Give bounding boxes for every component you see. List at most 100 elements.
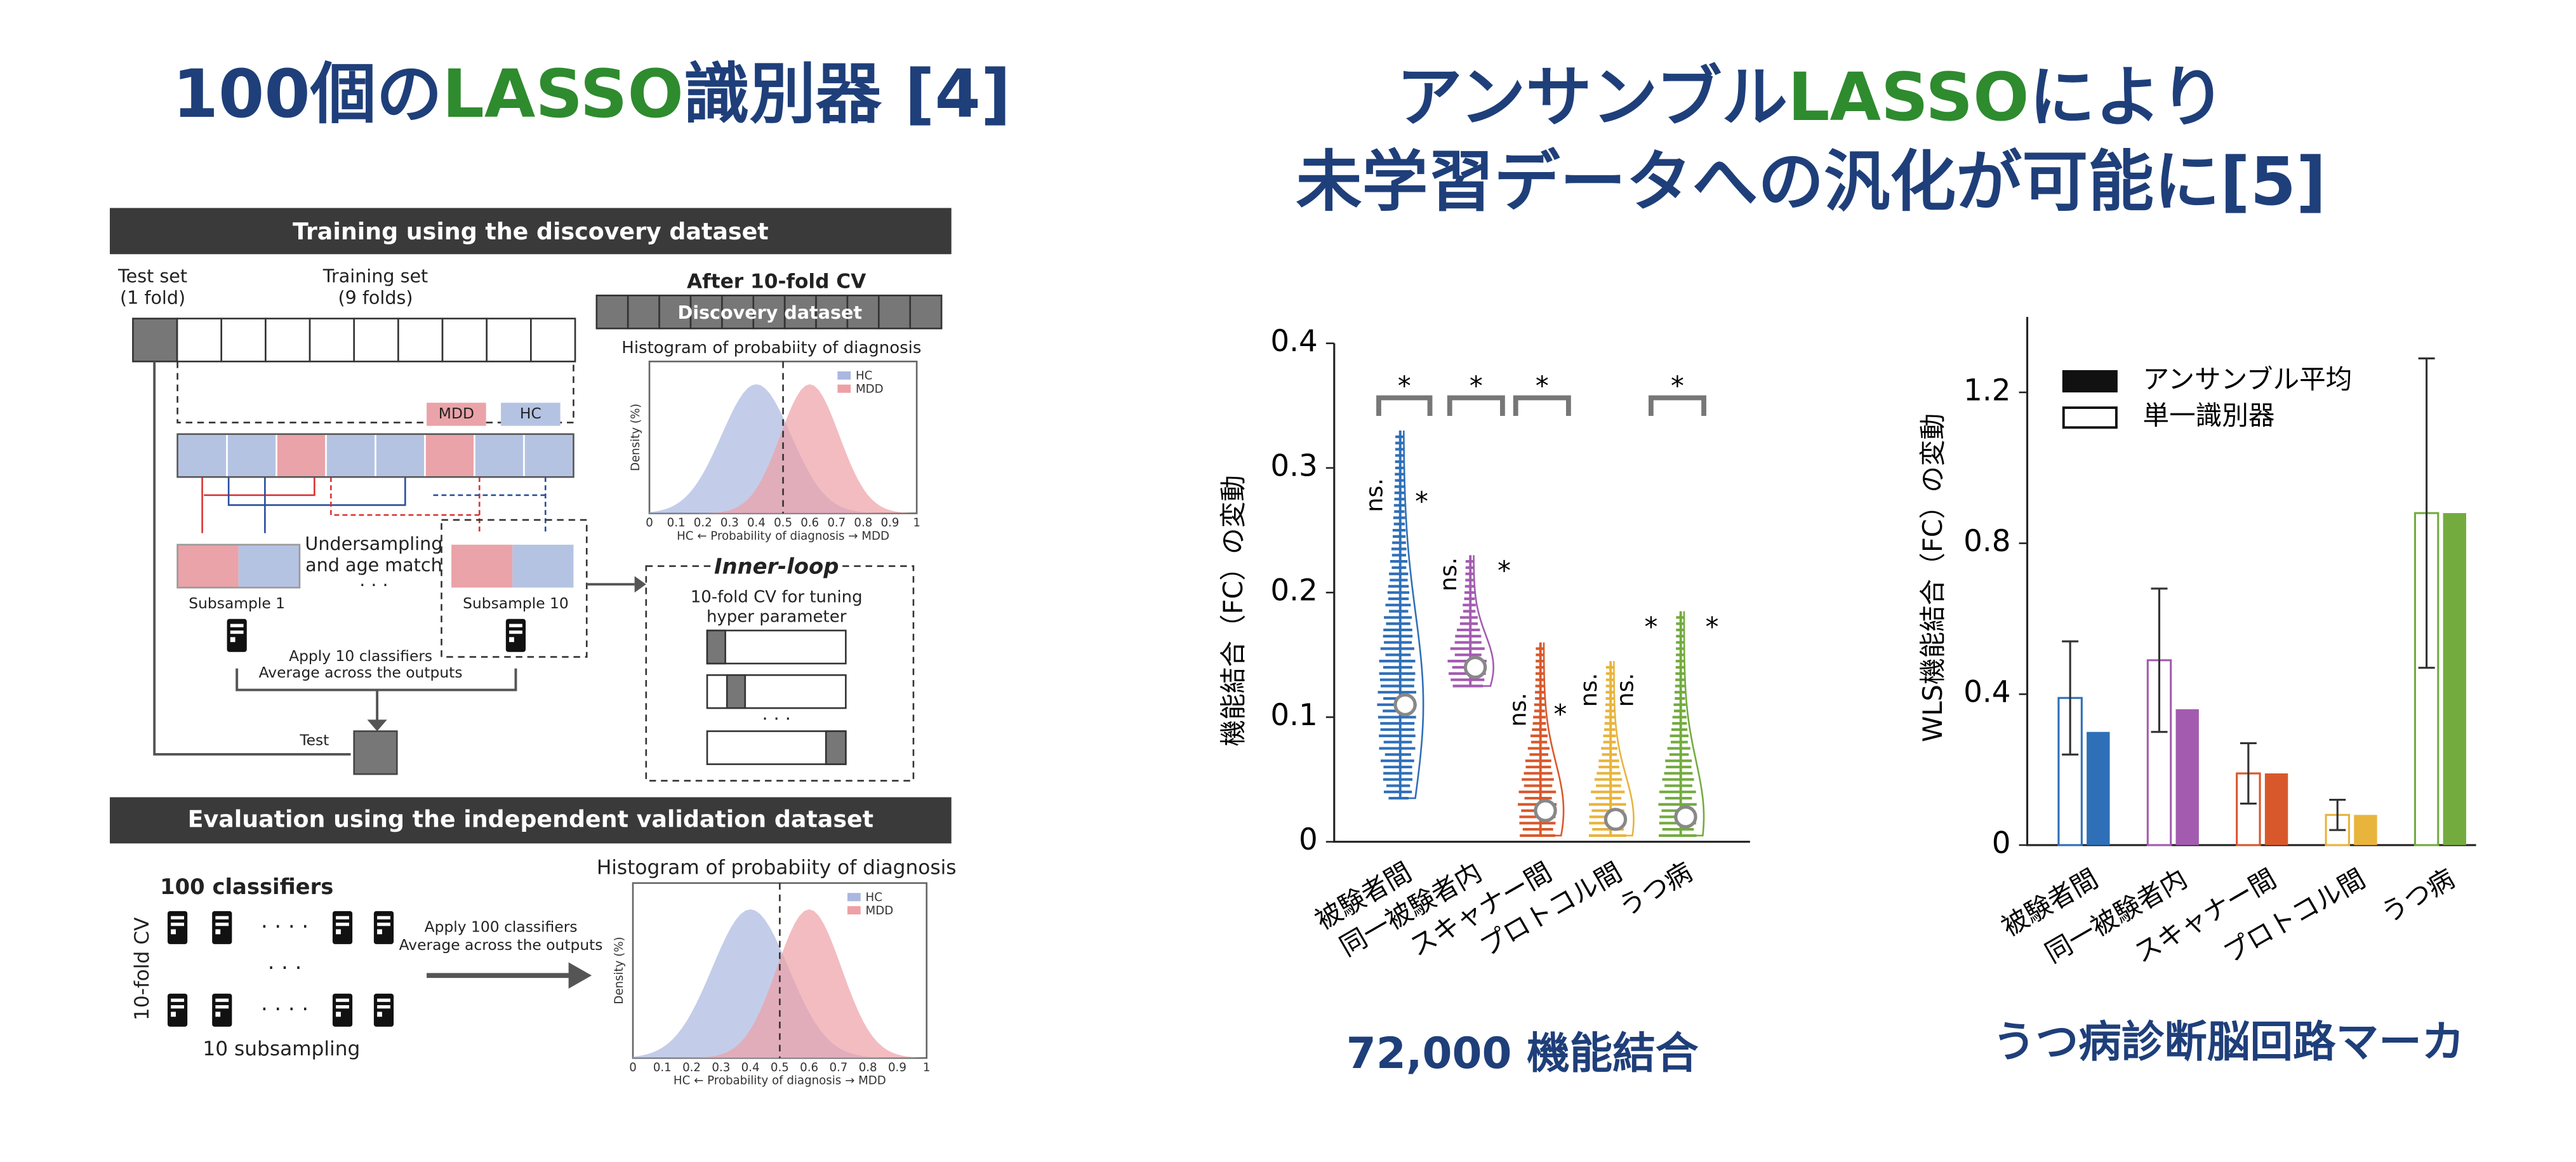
classifier-icon <box>167 911 188 944</box>
axis <box>1333 343 1750 843</box>
dashed-box <box>441 519 588 658</box>
label: Discovery dataset <box>678 302 863 323</box>
label: · · · <box>762 707 790 729</box>
legend-swatch <box>847 893 861 902</box>
fold <box>815 294 849 330</box>
legend-label: HC <box>856 370 872 383</box>
error-bar <box>2329 799 2346 831</box>
annotation: ns. <box>1435 558 1462 592</box>
y-tick-label: 0 <box>1992 826 2011 860</box>
label: (9 folds) <box>338 286 413 308</box>
annotation: ns. <box>1360 478 1388 512</box>
annotation: * <box>1497 555 1511 586</box>
violin-outline <box>1610 661 1635 837</box>
arrow <box>330 477 481 533</box>
legend-label: MDD <box>866 904 894 918</box>
y-tick-label: 1.2 <box>1963 373 2010 408</box>
violin-outline <box>1470 555 1494 687</box>
fold <box>441 317 488 363</box>
title-part: 識別器 [4] <box>684 55 1011 133</box>
fold <box>309 317 355 363</box>
tick-label: 0.6 <box>800 1061 818 1074</box>
title-part: アンサンブル <box>1397 58 1788 136</box>
annotation: * <box>1706 611 1719 642</box>
tick-label: 0.9 <box>888 1061 906 1074</box>
strip-cell <box>424 433 475 478</box>
annotation: * <box>1398 370 1411 401</box>
title-part: LASSO <box>1788 58 2029 136</box>
label: Training set <box>322 265 428 287</box>
header-text: Training using the discovery dataset <box>293 218 769 245</box>
annotation: * <box>1470 370 1483 401</box>
y-axis-label: WLS機能結合（FC）の変動 <box>1917 413 1948 742</box>
annotation: ns. <box>1611 673 1638 707</box>
fold <box>397 317 444 363</box>
title-part: LASSO <box>442 55 684 133</box>
title-part: により <box>2029 58 2226 136</box>
label: (1 fold) <box>120 286 185 308</box>
strip-border <box>176 433 574 478</box>
median <box>1534 799 1557 822</box>
legend-swatch <box>837 384 851 393</box>
strip <box>176 433 574 478</box>
tick-label: 0.6 <box>800 516 819 530</box>
median <box>1463 655 1487 679</box>
arrow <box>201 477 315 533</box>
legend-label: HC <box>866 891 882 904</box>
median <box>1393 693 1417 717</box>
label: Histogram of probabiity of diagnosis <box>621 338 921 357</box>
legend-box <box>501 403 561 426</box>
label: hyper parameter <box>707 608 847 627</box>
axis-label: HC ← Probability of diagnosis → MDD <box>674 1074 886 1088</box>
legend-swatch <box>847 906 861 915</box>
y-tick-label: 0.2 <box>1270 574 1317 608</box>
bar <box>2354 815 2377 845</box>
discovery-row <box>595 294 943 330</box>
y-tick-label: 0 <box>1299 823 1318 857</box>
violin-outline <box>1680 611 1705 837</box>
y-tick-label: 0.3 <box>1270 449 1317 483</box>
tick-label: 0.5 <box>771 1061 789 1074</box>
fold <box>132 317 178 363</box>
legend-label: アンサンブル平均 <box>2143 363 2353 394</box>
fold <box>752 294 786 330</box>
label: · · · <box>268 955 302 980</box>
strip-cell <box>474 433 525 478</box>
label: HC <box>520 404 541 422</box>
strip-cell <box>325 433 376 478</box>
label: 10-fold CV for tuning <box>691 587 863 606</box>
bar <box>2175 709 2199 845</box>
fold <box>530 317 576 363</box>
classifier-icon <box>212 911 232 944</box>
annotation: * <box>1671 370 1684 401</box>
classifier-icon <box>373 993 394 1027</box>
classifier-icon <box>167 993 188 1027</box>
fold <box>627 294 660 330</box>
y-tick-label: 0.8 <box>1963 524 2010 559</box>
annotation: * <box>1415 486 1428 517</box>
bar <box>2264 773 2288 845</box>
label: · · · · <box>261 914 309 938</box>
classifier-icon <box>373 911 394 944</box>
classifier-icon <box>212 993 232 1027</box>
error-bar <box>2240 742 2257 805</box>
caption: うつ病診断脳回路マーカ <box>1993 1017 2464 1067</box>
axis-label: Density (%) <box>629 404 642 471</box>
fold <box>220 317 267 363</box>
annotation: * <box>1644 611 1657 642</box>
label: Apply 100 classifiers <box>425 918 578 935</box>
y-tick-label: 0.4 <box>1963 676 2010 710</box>
annotation: ns. <box>1575 673 1602 707</box>
y-tick-label: 0.1 <box>1270 698 1317 733</box>
diagram: Training using the discovery dataset Tes… <box>110 208 957 1088</box>
y-axis-label: 機能結合（FC）の変動 <box>1218 475 1249 746</box>
strip-cell <box>176 433 228 478</box>
label: and age match <box>305 554 442 576</box>
fold-row <box>132 317 576 363</box>
fold <box>595 294 629 330</box>
tick-label: 0.9 <box>881 516 900 530</box>
label: Subsample 10 <box>463 594 569 612</box>
subsample <box>176 544 301 589</box>
error-bar <box>2151 587 2168 733</box>
violin-outline <box>1400 431 1424 799</box>
